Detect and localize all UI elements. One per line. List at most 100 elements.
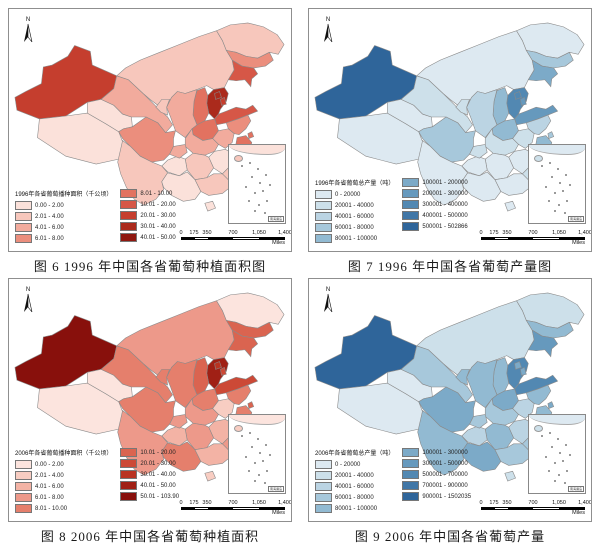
north-arrow-left	[324, 294, 328, 312]
legend-row: 100001 - 300000	[402, 448, 471, 457]
province-beijing	[514, 361, 522, 370]
legend-row: 500001 - 700000	[402, 470, 471, 479]
legend-class-label: 0 - 20000	[335, 461, 361, 468]
scale-bar: 0 175 350 700 1,050 1,400 Miles	[479, 229, 591, 247]
legend-class-label: 10.01 - 20.00	[140, 449, 176, 456]
province-yunnan	[417, 410, 468, 476]
north-arrow-right	[327, 293, 333, 313]
legend-row: 4.01 - 6.00	[15, 482, 112, 491]
inset-coastline	[529, 415, 585, 425]
legend-row: 300001 - 400000	[402, 200, 468, 209]
legend-class-label: 700001 - 900000	[422, 482, 468, 489]
scalebar-tick: 0	[179, 499, 183, 506]
scale-bar-segments	[481, 506, 585, 510]
province-tianjin	[520, 366, 527, 376]
legend-class-label: 20001 - 40000	[335, 472, 374, 479]
legend-class-label: 30.01 - 40.00	[140, 223, 176, 230]
legend-row: 20.01 - 30.00	[120, 459, 179, 468]
inset-coastline	[529, 145, 585, 155]
province-shanghai	[247, 131, 255, 139]
legend-class-label: 0.00 - 2.00	[35, 461, 64, 468]
legend-row: 40.01 - 50.00	[120, 481, 179, 490]
legend-row: 80001 - 100000	[315, 504, 394, 513]
legend-swatch	[15, 201, 32, 210]
legend-row: 500001 - 502866	[402, 222, 468, 231]
province-tianjin	[220, 366, 227, 376]
legend-class-label: 2.01 - 4.00	[35, 472, 64, 479]
legend-swatch	[315, 504, 332, 513]
province-hainan	[504, 470, 516, 482]
legend-class-label: 500001 - 700000	[422, 471, 468, 478]
north-arrow: N	[24, 287, 33, 313]
inset-islands-dots	[239, 431, 241, 433]
inset-hainan-island	[534, 425, 543, 432]
scalebar-tick: 700	[228, 499, 238, 506]
figure-caption: 图 9 2006 年中国各省葡萄产量	[354, 528, 546, 544]
legend-row: 60001 - 80000	[315, 493, 394, 502]
legend-class-label: 200001 - 300000	[422, 190, 468, 197]
legend-class-label: 50.01 - 103.90	[140, 493, 180, 500]
legend-swatch	[402, 189, 420, 198]
legend-class-label: 900001 - 1502035	[422, 493, 472, 500]
map-panel-fig8: N 2006年各省葡萄播种面积（千公顷） 0.00 - 2.00 2.01 - 4…	[8, 278, 292, 522]
scalebar-tick: 175	[489, 229, 499, 236]
legend-row: 8.01 - 10.00	[15, 504, 112, 513]
province-tianjin	[220, 96, 227, 106]
legend-row: 60001 - 80000	[315, 223, 394, 232]
north-label: N	[26, 17, 30, 23]
legend-swatch	[402, 448, 420, 457]
legend-class-label: 300001 - 400000	[422, 201, 468, 208]
north-arrow-right	[27, 293, 33, 313]
map-panel-fig7: N 1996年各省葡萄总产量（吨） 0 - 20000 20001 - 40000…	[308, 8, 592, 252]
legend-column-left: 0 - 20000 20001 - 40000 40001 - 60000 60001…	[315, 460, 394, 513]
province-liaoning	[527, 329, 559, 358]
map-panel-fig9: N 2006年各省葡萄总产量（吨） 0 - 20000 20001 - 40000…	[308, 278, 592, 522]
legend-swatch	[15, 493, 32, 502]
china-map-svg	[314, 292, 585, 482]
legend-swatch	[15, 482, 32, 491]
legend-swatch	[120, 448, 138, 457]
legend-swatch	[15, 460, 32, 469]
legend-swatch	[120, 459, 138, 468]
province-shaanxi	[466, 89, 498, 138]
legend-title: 1996年各省葡萄总产量（吨）	[315, 181, 395, 187]
legend-row: 2.01 - 4.00	[15, 471, 112, 480]
north-arrow-left	[24, 24, 28, 42]
north-arrow: N	[24, 17, 33, 43]
province-shanghai	[547, 131, 555, 139]
legend-class-label: 500001 - 502866	[422, 223, 468, 230]
legend-column-right: 8.01 - 10.00 10.01 - 20.00 20.01 - 30.00 30…	[120, 189, 176, 242]
legend-row: 30.01 - 40.00	[120, 222, 176, 231]
scalebar-segment	[194, 237, 208, 239]
scale-bar-segments	[481, 236, 585, 240]
scale-bar: 0 175 350 700 1,050 1,400 Miles	[179, 230, 291, 247]
legend-swatch	[315, 482, 332, 491]
legend-swatch	[120, 233, 138, 242]
scalebar-segment	[182, 507, 195, 509]
legend-column-right: 100001 - 200000 200001 - 300000 300001 - 4…	[402, 178, 468, 231]
scalebar-tick: 1,400	[578, 229, 592, 236]
scalebar-tick: 350	[502, 499, 512, 506]
legend-class-label: 80001 - 100000	[335, 505, 378, 512]
scalebar-segment	[233, 237, 259, 239]
scalebar-segment	[207, 237, 233, 239]
legend-class-label: 8.01 - 10.00	[35, 505, 68, 512]
legend-row: 6.01 - 8.00	[15, 234, 112, 243]
province-chongqing	[469, 144, 488, 159]
province-chongqing	[469, 414, 488, 429]
legend-class-label: 4.01 - 6.00	[35, 224, 64, 231]
scalebar-tick: 1,050	[552, 229, 566, 236]
scalebar-segment	[533, 237, 559, 239]
legend-swatch	[402, 211, 420, 220]
inset-hainan-island	[234, 155, 243, 162]
province-liaoning	[227, 59, 259, 88]
legend-swatch	[315, 212, 332, 221]
inset-islands-dots	[539, 431, 541, 433]
province-hainan	[204, 470, 216, 482]
legend-swatch	[402, 481, 420, 490]
legend: 2006年各省葡萄总产量（吨） 0 - 20000 20001 - 40000 40…	[315, 448, 471, 513]
legend-class-label: 300001 - 500000	[422, 460, 468, 467]
legend-swatch	[315, 201, 332, 210]
scalebar-tick: 1,050	[552, 499, 566, 506]
